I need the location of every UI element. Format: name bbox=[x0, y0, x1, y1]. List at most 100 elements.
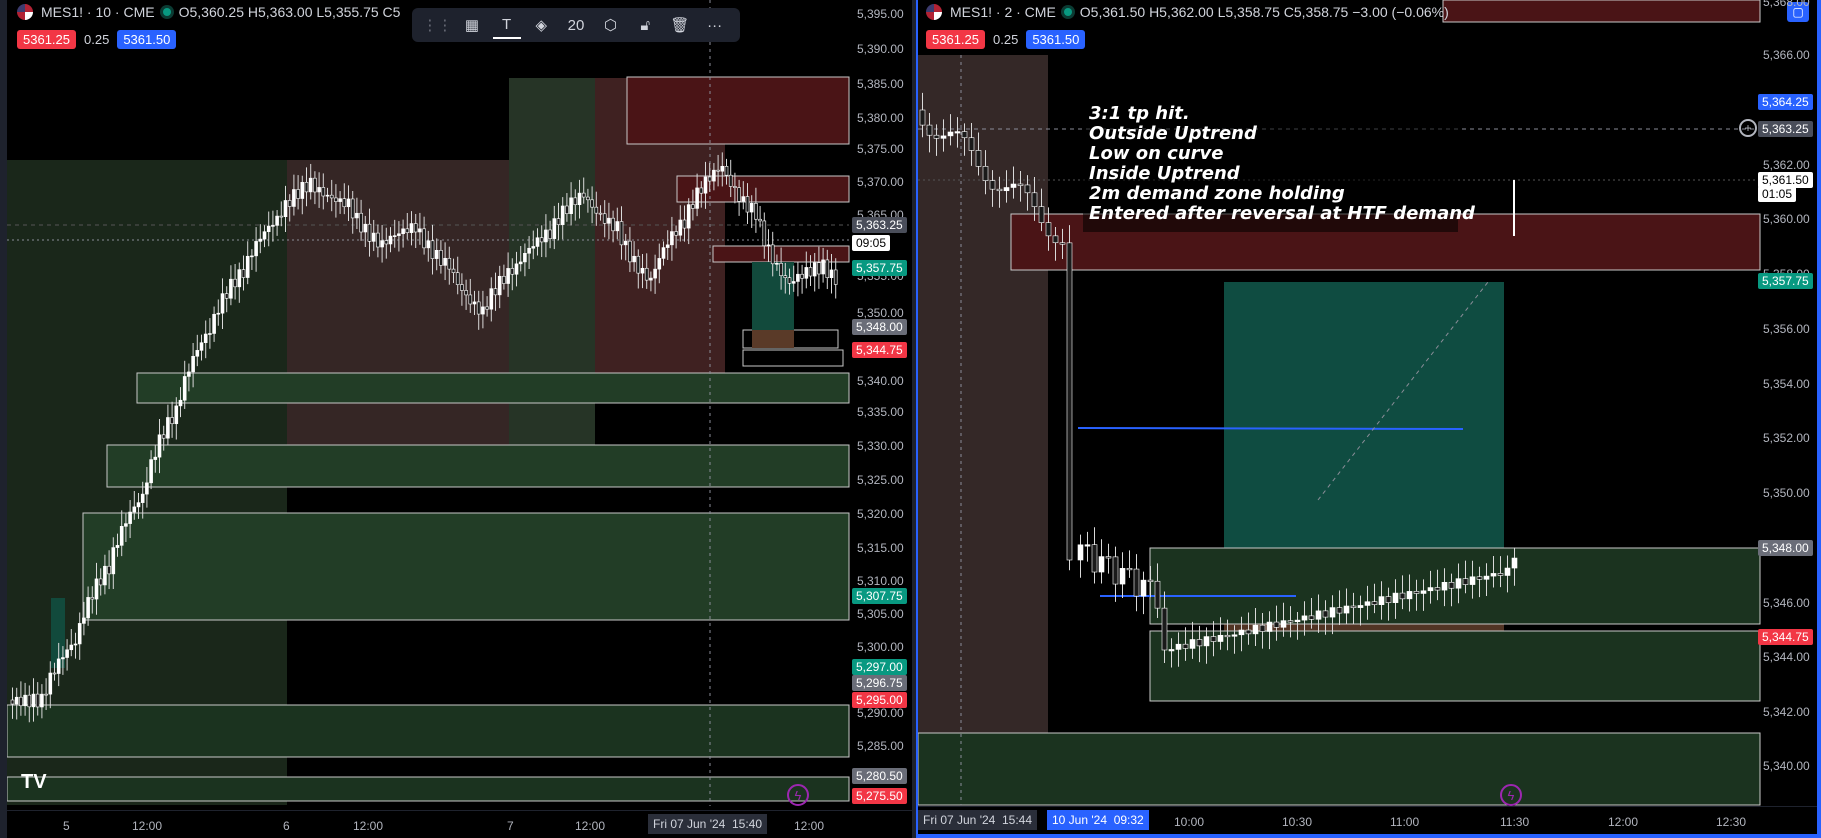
more-icon[interactable]: ··· bbox=[707, 16, 723, 34]
candle-body bbox=[224, 293, 229, 299]
price-tag: 5,361.50 bbox=[1758, 172, 1813, 188]
left-ask-button[interactable]: 5361.50 bbox=[117, 30, 177, 49]
tradingview-logo[interactable]: TV bbox=[21, 771, 47, 793]
price-label: 5,342.00 bbox=[1763, 705, 1810, 719]
candle-body bbox=[1399, 592, 1406, 600]
trash-icon[interactable]: 🗑︎ bbox=[670, 17, 690, 34]
candle-body bbox=[241, 269, 246, 278]
candle-body bbox=[933, 134, 940, 139]
price-label: 5,395.00 bbox=[857, 7, 904, 21]
price-label: 5,320.00 bbox=[857, 507, 904, 521]
range-end-tag: 10 Jun '24 09:32 bbox=[1047, 810, 1149, 830]
candle-body bbox=[342, 198, 347, 208]
right-chart-pane[interactable]: MES1! · 2 · CME O5,361.50 H5,362.00 L5,3… bbox=[916, 0, 1821, 838]
left-chart-pane[interactable]: MES1! · 10 · CME O5,360.25 H5,363.00 L5,… bbox=[0, 0, 912, 838]
drag-handle-icon[interactable]: ⋮⋮ bbox=[422, 17, 453, 34]
candle-body bbox=[598, 212, 603, 215]
candle-body bbox=[947, 131, 954, 137]
candle-body bbox=[919, 109, 926, 126]
candle-body bbox=[1343, 605, 1350, 614]
candle-body bbox=[1066, 242, 1073, 561]
candle-body bbox=[653, 268, 657, 279]
maximize-icon[interactable]: ▢ bbox=[1787, 2, 1809, 22]
candle-body bbox=[392, 235, 397, 237]
candle-body bbox=[523, 252, 527, 263]
lightning-icon[interactable]: ϟ bbox=[787, 784, 809, 806]
candle-body bbox=[317, 187, 321, 193]
candle-body bbox=[166, 417, 170, 439]
candle-body bbox=[40, 693, 44, 708]
right-time-axis[interactable]: Fri 07 Jun '24 15:44 10 Jun '24 09:32 10… bbox=[918, 806, 1817, 834]
candle-body bbox=[552, 218, 557, 239]
price-label: 5,356.00 bbox=[1763, 322, 1810, 336]
candle-body bbox=[409, 223, 414, 233]
price-tag: 5,297.00 bbox=[852, 659, 907, 675]
annotation-line: 2m demand zone holding bbox=[1089, 183, 1345, 204]
candle-body bbox=[586, 196, 590, 201]
candle-body bbox=[472, 301, 477, 305]
right-symbol[interactable]: MES1! · 2 · CME bbox=[950, 4, 1056, 20]
settings-icon[interactable]: ⬡ bbox=[604, 17, 618, 34]
pane-divider[interactable] bbox=[912, 0, 916, 838]
lock-icon[interactable]: 🔓︎ bbox=[640, 16, 651, 34]
candle-body bbox=[787, 277, 792, 284]
candle-body bbox=[489, 288, 494, 310]
us-flag-icon bbox=[926, 4, 942, 20]
candle-body bbox=[611, 217, 615, 232]
right-bid-button[interactable]: 5361.25 bbox=[926, 30, 985, 49]
candle-body bbox=[783, 275, 788, 279]
time-label: 10:30 bbox=[1282, 815, 1313, 829]
add-alert-icon[interactable]: + bbox=[1739, 119, 1757, 137]
trade-annotation[interactable]: 3:1 tp hit. Outside Uptrend Low on curve… bbox=[1089, 104, 1475, 224]
right-chart-canvas[interactable] bbox=[918, 0, 1817, 834]
candle-body bbox=[1273, 621, 1280, 628]
candle-body bbox=[208, 333, 212, 335]
left-time-axis[interactable]: 5 12:00 6 12:00 7 12:00 Fri 07 Jun '24 1… bbox=[7, 810, 912, 838]
price-label: 5,340.00 bbox=[857, 374, 904, 388]
candle-body bbox=[1434, 587, 1441, 591]
candle-body bbox=[447, 257, 452, 270]
left-chart-canvas[interactable] bbox=[7, 0, 912, 838]
candle-body bbox=[401, 228, 405, 235]
candle-body bbox=[804, 267, 809, 279]
lightning-icon[interactable]: ϟ bbox=[1500, 784, 1522, 806]
position-target bbox=[51, 598, 65, 668]
price-tag: 5,357.75 bbox=[1758, 273, 1813, 289]
candle-body bbox=[1010, 183, 1017, 188]
candle-body bbox=[1031, 192, 1038, 207]
candle-body bbox=[1112, 556, 1119, 585]
candle-body bbox=[229, 278, 233, 299]
candle-body bbox=[90, 597, 95, 600]
candle-body bbox=[1392, 592, 1399, 603]
candle-body bbox=[741, 196, 746, 202]
left-bid-button[interactable]: 5361.25 bbox=[17, 30, 76, 49]
price-tag: 09:05 bbox=[852, 235, 891, 251]
trend-line bbox=[1077, 427, 1464, 430]
candle-body bbox=[14, 696, 19, 705]
candle-body bbox=[982, 166, 989, 181]
candle-body bbox=[124, 523, 128, 527]
text-color-icon[interactable]: T bbox=[492, 11, 521, 39]
candle-body bbox=[699, 187, 704, 194]
candle-body bbox=[926, 124, 933, 136]
candle-body bbox=[296, 189, 300, 199]
market-open-icon bbox=[1063, 8, 1072, 16]
candle-body bbox=[103, 565, 107, 586]
price-label: 5,350.00 bbox=[1763, 486, 1810, 500]
left-symbol[interactable]: MES1! · 10 · CME bbox=[41, 4, 155, 20]
right-ask-button[interactable]: 5361.50 bbox=[1026, 30, 1086, 49]
fill-color-icon[interactable]: ◈ bbox=[535, 17, 548, 34]
price-tag: 5,344.75 bbox=[1758, 629, 1813, 645]
candle-body bbox=[619, 221, 624, 246]
candle-body bbox=[27, 694, 32, 708]
candle-body bbox=[355, 212, 359, 219]
line-width-value[interactable]: 20 bbox=[567, 16, 585, 34]
add-template-icon[interactable]: ▦ bbox=[464, 17, 480, 34]
demand-zone bbox=[1149, 547, 1761, 625]
candle-body bbox=[674, 231, 678, 236]
candle-body bbox=[48, 672, 53, 695]
candle-body bbox=[733, 186, 737, 188]
candle-body bbox=[565, 205, 569, 215]
left-spread: 0.25 bbox=[84, 32, 110, 47]
candle-body bbox=[712, 169, 716, 182]
